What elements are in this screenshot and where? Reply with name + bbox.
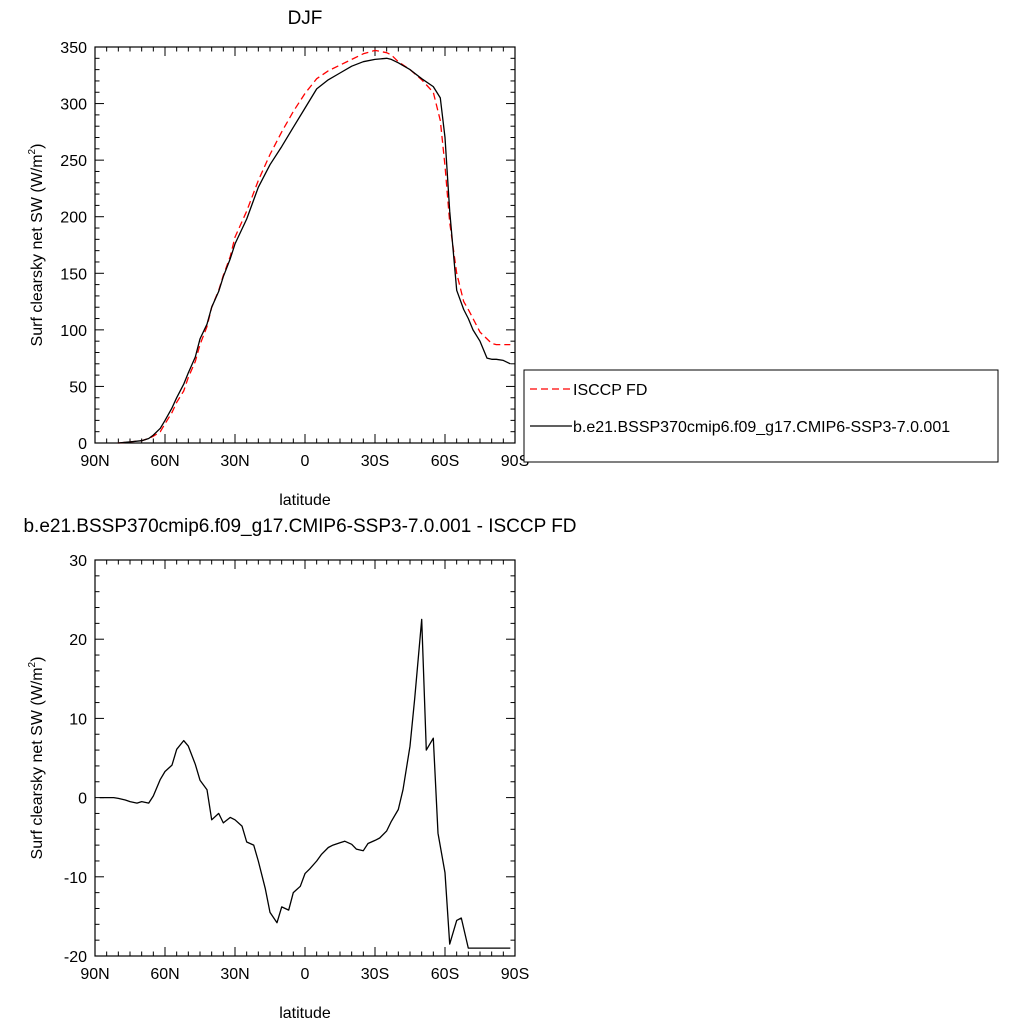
top-x-tick-label: 90N (80, 453, 109, 470)
bottom-panel: b.e21.BSSP370cmip6.f09_g17.CMIP6-SSP3-7.… (23, 516, 576, 1022)
top-x-tick-label: 30N (220, 453, 249, 470)
bottom-x-tick-label: 30N (220, 966, 249, 983)
bottom-ticks (94, 559, 516, 957)
top-y-axis-label-close: ) (29, 144, 46, 149)
top-y-tick-label: 250 (60, 153, 87, 170)
bottom-x-tick-label: 60N (150, 966, 179, 983)
top-x-tick-label: 60N (150, 453, 179, 470)
top-y-tick-label: 50 (69, 379, 87, 396)
top-y-axis-label: Surf clearsky net SW (W/m2) (27, 144, 46, 347)
bottom-x-tick-label: 90S (501, 966, 529, 983)
top-x-axis-label: latitude (279, 492, 331, 509)
top-panel: DJF 90N 60N 30N 0 30S 60S 90S 0 50 100 150 200 250 3… (27, 8, 529, 509)
bottom-y-tick-label: -10 (64, 870, 87, 887)
top-y-tick-labels: 0 50 100 150 200 250 300 350 (60, 40, 87, 453)
bottom-y-tick-labels: -20 -10 0 10 20 30 (64, 553, 87, 966)
top-y-tick-label: 300 (60, 97, 87, 114)
bottom-y-axis-label-sup: 2 (27, 661, 38, 667)
top-y-tick-label: 100 (60, 323, 87, 340)
bottom-x-axis-label: latitude (279, 1005, 331, 1022)
top-y-axis-label-main: Surf clearsky net SW (W/m (29, 154, 46, 346)
top-series-lines (118, 49, 511, 444)
top-ticks (94, 46, 516, 444)
bottom-x-tick-label: 30S (361, 966, 389, 983)
top-y-tick-label: 150 (60, 266, 87, 283)
legend: ISCCP FD b.e21.BSSP370cmip6.f09_g17.CMIP… (523, 369, 999, 463)
bottom-y-tick-label: 0 (78, 791, 87, 808)
top-y-tick-label: 0 (78, 436, 87, 453)
bottom-x-tick-label: 90N (80, 966, 109, 983)
bottom-series-lines (99, 618, 511, 949)
bottom-plot-frame (94, 559, 516, 957)
bottom-y-tick-label: -20 (64, 949, 87, 966)
top-y-tick-label: 200 (60, 210, 87, 227)
bottom-x-tick-labels: 90N 60N 30N 0 30S 60S 90S (80, 966, 529, 983)
bottom-y-axis-label-close: ) (29, 657, 46, 662)
legend-box (523, 369, 999, 463)
top-series-line-1 (118, 57, 511, 444)
legend-label-model: b.e21.BSSP370cmip6.f09_g17.CMIP6-SSP3-7.… (573, 419, 950, 436)
bottom-x-tick-label: 0 (301, 966, 310, 983)
bottom-chart-title: b.e21.BSSP370cmip6.f09_g17.CMIP6-SSP3-7.… (23, 516, 576, 537)
bottom-y-axis-label: Surf clearsky net SW (W/m2) (27, 657, 46, 860)
top-y-tick-label: 350 (60, 40, 87, 57)
top-y-axis-label-sup: 2 (27, 148, 38, 154)
top-series-line-0 (118, 49, 511, 444)
bottom-y-axis-label-main: Surf clearsky net SW (W/m (29, 667, 46, 859)
top-chart-title: DJF (288, 8, 323, 29)
legend-label-isccp: ISCCP FD (573, 382, 647, 399)
bottom-y-tick-label: 20 (69, 632, 87, 649)
top-x-tick-label: 30S (361, 453, 389, 470)
bottom-y-tick-label: 30 (69, 553, 87, 570)
top-plot-frame (94, 46, 516, 444)
bottom-y-tick-label: 10 (69, 711, 87, 728)
top-x-tick-labels: 90N 60N 30N 0 30S 60S 90S (80, 453, 529, 470)
bottom-x-tick-label: 60S (431, 966, 459, 983)
top-x-tick-label: 60S (431, 453, 459, 470)
top-x-tick-label: 90S (501, 453, 529, 470)
top-x-tick-label: 0 (301, 453, 310, 470)
bottom-series-line-0 (99, 618, 511, 949)
